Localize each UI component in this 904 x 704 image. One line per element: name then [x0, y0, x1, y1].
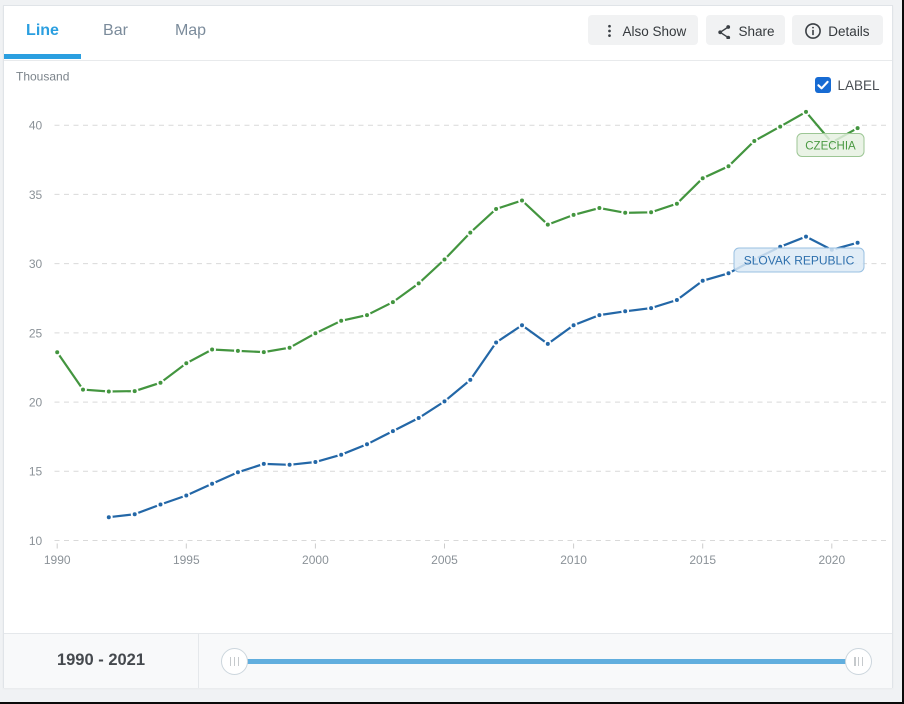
svg-text:Thousand: Thousand [16, 70, 69, 84]
svg-text:20: 20 [29, 396, 43, 410]
svg-text:1990: 1990 [44, 553, 71, 567]
svg-text:15: 15 [29, 465, 43, 479]
svg-text:30: 30 [29, 257, 43, 271]
svg-text:25: 25 [29, 326, 43, 340]
svg-text:10: 10 [29, 534, 43, 548]
svg-text:2010: 2010 [560, 553, 587, 567]
svg-text:40: 40 [29, 119, 43, 133]
svg-text:35: 35 [29, 188, 43, 202]
svg-text:1995: 1995 [173, 553, 200, 567]
svg-text:SLOVAK REPUBLIC: SLOVAK REPUBLIC [744, 254, 855, 268]
svg-text:2000: 2000 [302, 553, 329, 567]
svg-text:2005: 2005 [431, 553, 458, 567]
svg-text:CZECHIA: CZECHIA [805, 141, 856, 153]
svg-text:2015: 2015 [689, 553, 716, 567]
svg-text:2020: 2020 [818, 553, 845, 567]
